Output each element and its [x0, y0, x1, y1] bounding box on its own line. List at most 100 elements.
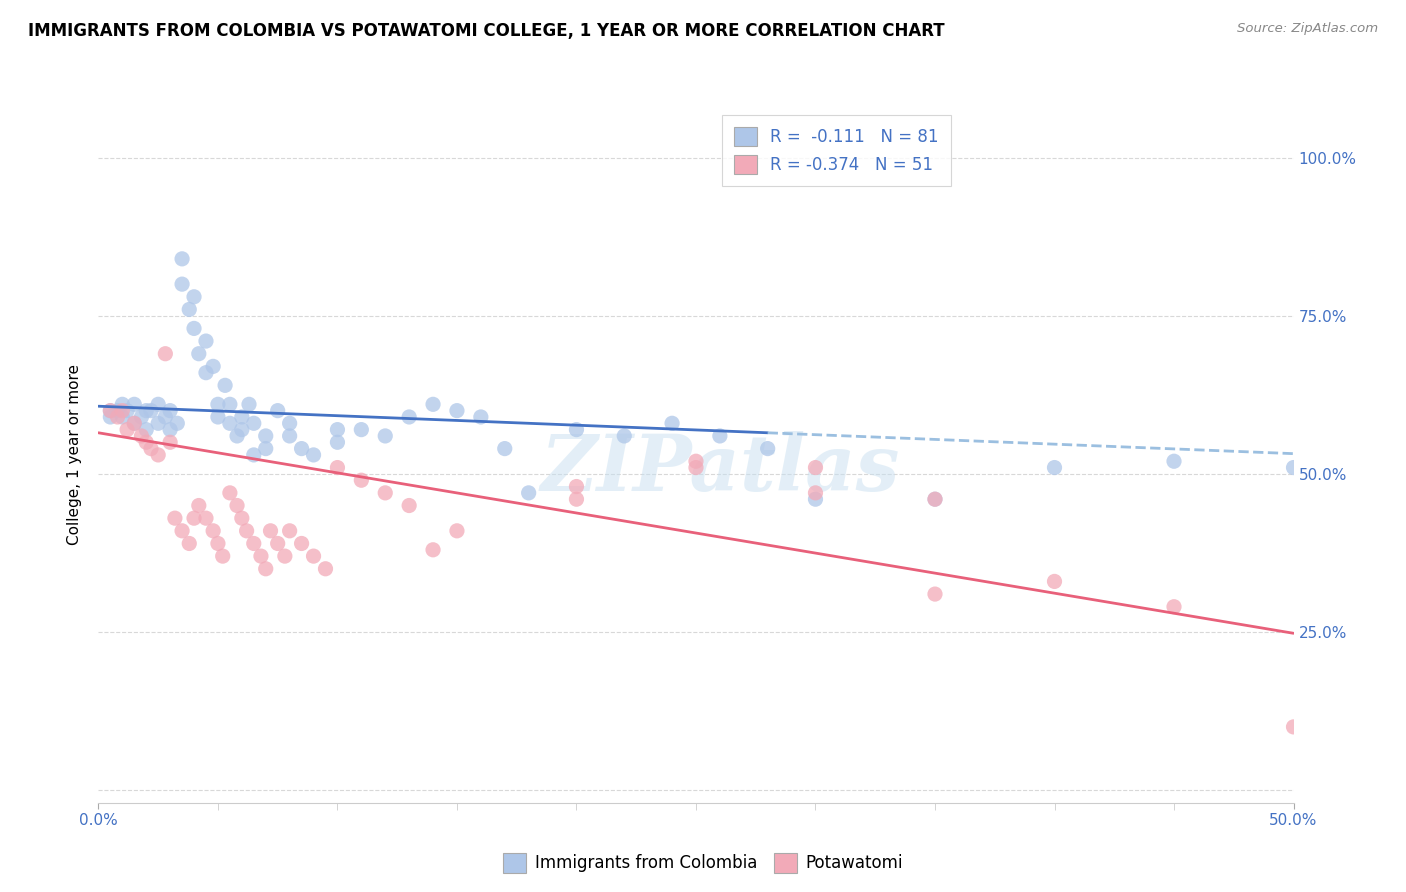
Point [159, 403, 181, 417]
Point [1043, 460, 1066, 475]
Point [155, 409, 177, 424]
Point [166, 417, 188, 431]
Point [226, 429, 249, 443]
Point [565, 423, 588, 437]
Point [374, 486, 396, 500]
Point [278, 524, 301, 538]
Point [756, 442, 779, 456]
Point [374, 429, 396, 443]
Point [1043, 574, 1066, 589]
Text: IMMIGRANTS FROM COLOMBIA VS POTAWATOMI COLLEGE, 1 YEAR OR MORE CORRELATION CHART: IMMIGRANTS FROM COLOMBIA VS POTAWATOMI C… [28, 22, 945, 40]
Point [98, 403, 122, 417]
Point [422, 397, 444, 411]
Point [267, 536, 290, 550]
Point [194, 511, 218, 525]
Point [172, 524, 194, 538]
Point [685, 460, 707, 475]
Point [111, 409, 134, 424]
Point [661, 417, 683, 431]
Point [187, 347, 209, 361]
Point [124, 417, 146, 431]
Point [135, 435, 157, 450]
Point [159, 435, 181, 450]
Point [202, 524, 225, 538]
Point [115, 403, 138, 417]
Point [326, 460, 349, 475]
Point [274, 549, 297, 563]
Point [924, 492, 946, 507]
Point [231, 423, 253, 437]
Point [494, 442, 516, 456]
Point [565, 479, 588, 493]
Point [115, 423, 138, 437]
Point [124, 417, 146, 431]
Point [187, 499, 209, 513]
Point [139, 403, 162, 417]
Point [243, 536, 266, 550]
Point [131, 409, 153, 424]
Point [179, 536, 201, 550]
Point [517, 486, 540, 500]
Legend: R =  -0.111   N = 81, R = -0.374   N = 51: R = -0.111 N = 81, R = -0.374 N = 51 [723, 115, 950, 186]
Point [172, 277, 194, 292]
Point [259, 524, 281, 538]
Point [231, 511, 253, 525]
Point [291, 536, 314, 550]
Point [107, 409, 129, 424]
Point [107, 403, 129, 417]
Point [139, 442, 162, 456]
Point [278, 429, 301, 443]
Point [326, 435, 349, 450]
Legend: Immigrants from Colombia, Potawatomi: Immigrants from Colombia, Potawatomi [496, 847, 910, 880]
Point [254, 429, 277, 443]
Text: ZIPatlas: ZIPatlas [540, 431, 900, 507]
Point [446, 403, 468, 417]
Point [267, 403, 290, 417]
Point [398, 409, 420, 424]
Y-axis label: College, 1 year or more: College, 1 year or more [67, 365, 83, 545]
Point [219, 417, 242, 431]
Point [924, 587, 946, 601]
Point [163, 511, 186, 525]
Point [183, 321, 205, 335]
Point [211, 549, 233, 563]
Point [159, 423, 181, 437]
Point [219, 397, 242, 411]
Point [98, 409, 122, 424]
Point [315, 562, 337, 576]
Point [202, 359, 225, 374]
Point [111, 403, 134, 417]
Point [214, 378, 236, 392]
Point [1163, 454, 1185, 468]
Point [135, 403, 157, 417]
Point [235, 524, 257, 538]
Point [124, 397, 146, 411]
Point [183, 290, 205, 304]
Point [111, 397, 134, 411]
Point [243, 448, 266, 462]
Point [326, 423, 349, 437]
Point [350, 473, 373, 487]
Point [183, 511, 205, 525]
Point [804, 486, 827, 500]
Point [231, 409, 253, 424]
Point [226, 499, 249, 513]
Point [219, 486, 242, 500]
Text: Source: ZipAtlas.com: Source: ZipAtlas.com [1237, 22, 1378, 36]
Point [254, 562, 277, 576]
Point [131, 429, 153, 443]
Point [194, 366, 218, 380]
Point [398, 499, 420, 513]
Point [804, 460, 827, 475]
Point [155, 347, 177, 361]
Point [291, 442, 314, 456]
Point [148, 448, 170, 462]
Point [179, 302, 201, 317]
Point [278, 417, 301, 431]
Point [613, 429, 636, 443]
Point [302, 448, 325, 462]
Point [135, 423, 157, 437]
Point [243, 417, 266, 431]
Point [172, 252, 194, 266]
Point [1282, 460, 1305, 475]
